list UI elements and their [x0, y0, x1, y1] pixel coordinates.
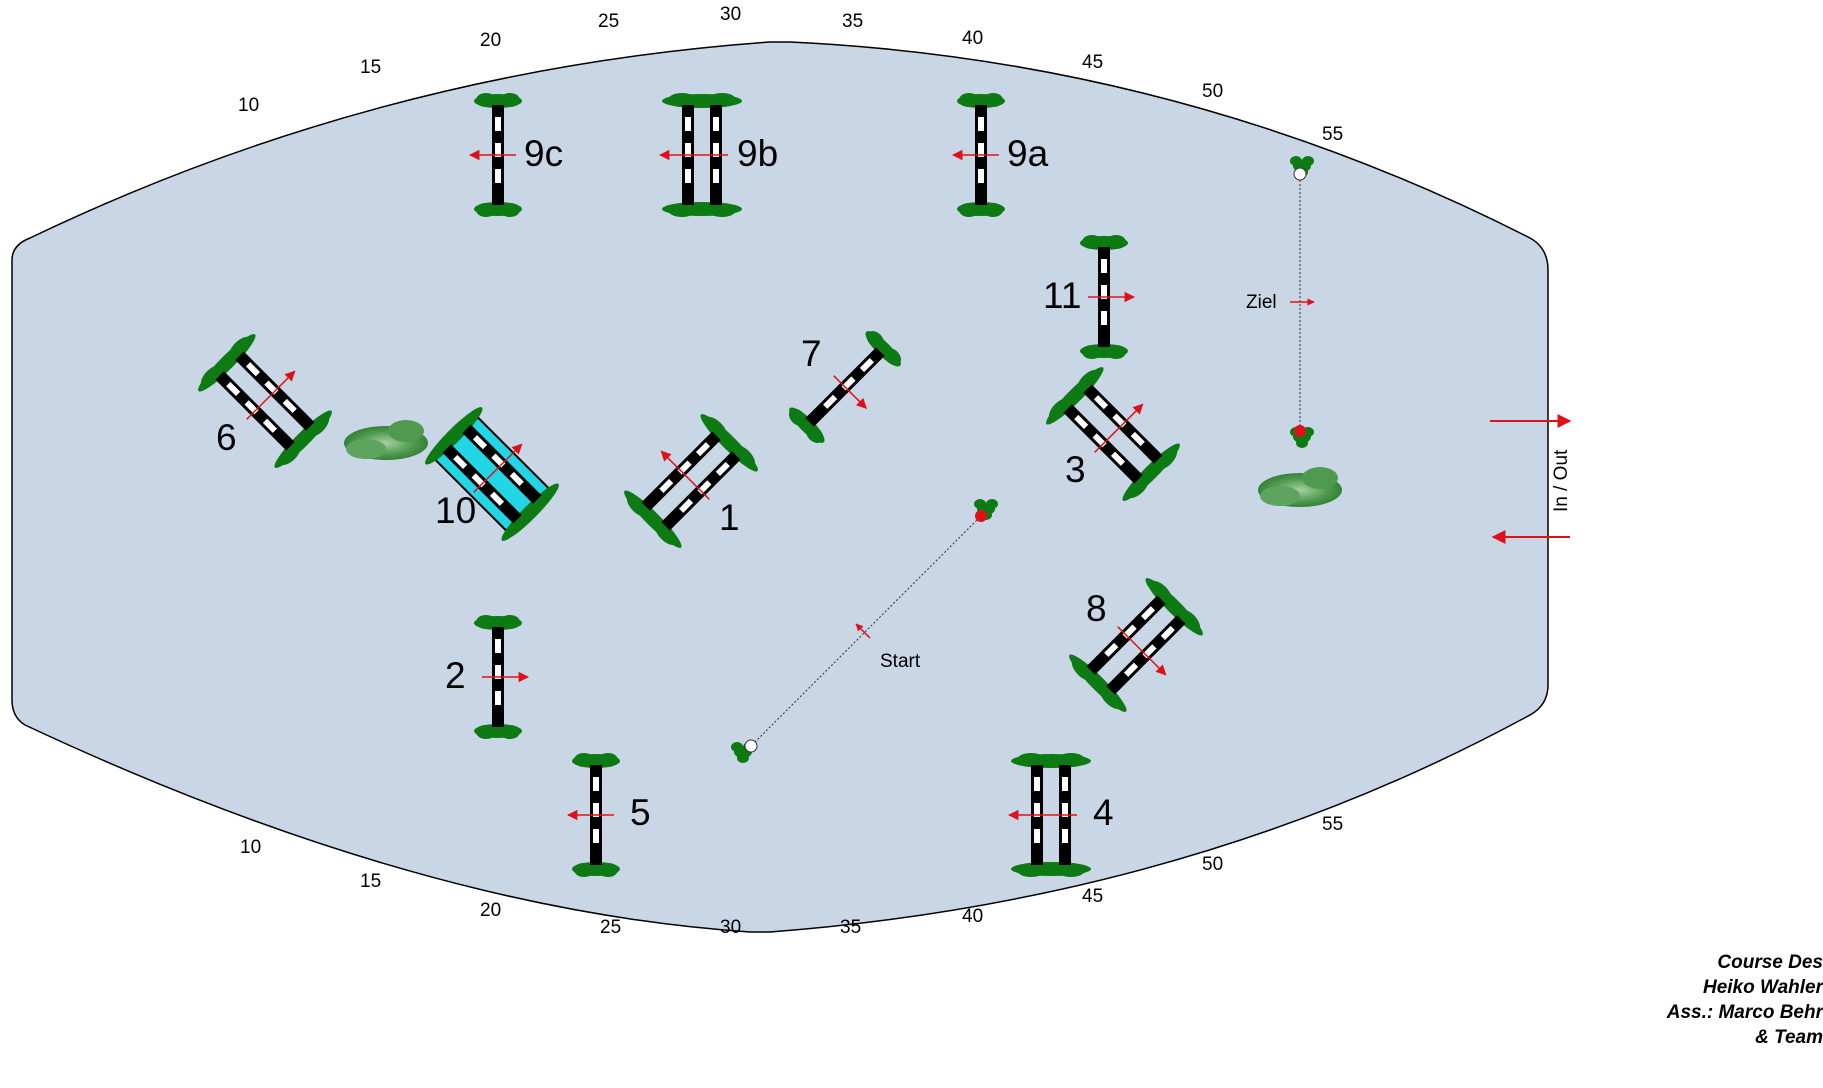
bush-decoration-left: [344, 420, 428, 460]
fence-label-1: 1: [719, 497, 740, 538]
credit-line: Course Des: [1717, 952, 1823, 973]
scale-mark: 45: [1082, 886, 1103, 907]
fence-label-11: 11: [1043, 275, 1081, 316]
fence-label-2: 2: [445, 655, 466, 696]
scale-mark: 35: [842, 11, 863, 32]
fence-label-7: 7: [801, 333, 822, 374]
finish-line: Ziel: [1246, 156, 1315, 448]
bottom-scale: 10 15 20 25 30 35 40 45 50 55: [240, 814, 1343, 938]
scale-mark: 25: [598, 11, 619, 32]
fence-3: [1040, 361, 1186, 507]
fence-label-9c: 9c: [524, 133, 563, 174]
scale-mark: 50: [1202, 854, 1223, 875]
fence-9b: [658, 93, 742, 217]
scale-mark: 15: [360, 871, 381, 892]
fence-label-5: 5: [630, 792, 651, 833]
fence-10: [419, 401, 565, 547]
scale-mark: 45: [1082, 52, 1103, 73]
fence-5: [566, 753, 620, 877]
scale-mark: 40: [962, 906, 983, 927]
fence-2: [474, 615, 530, 739]
finish-label: Ziel: [1246, 292, 1277, 313]
scale-mark: 20: [480, 900, 501, 921]
fence-1: [618, 408, 764, 554]
fence-8: [1063, 572, 1209, 718]
fence-4: [1007, 753, 1091, 877]
credit-line: & Team: [1755, 1027, 1823, 1048]
fence-label-10: 10: [435, 490, 476, 531]
scale-mark: 15: [360, 57, 381, 78]
fence-label-9a: 9a: [1007, 133, 1049, 174]
fence-7: [784, 326, 906, 448]
scale-mark: 25: [600, 917, 621, 938]
bush-decoration-right: [1258, 467, 1342, 507]
fence-6: [192, 328, 338, 474]
scale-mark: 30: [720, 917, 741, 938]
scale-mark: 30: [720, 4, 741, 25]
fence-label-9b: 9b: [737, 133, 778, 174]
scale-mark: 55: [1322, 814, 1343, 835]
scale-mark: 10: [238, 95, 259, 116]
scale-mark: 40: [962, 28, 983, 49]
fence-label-4: 4: [1093, 792, 1114, 833]
start-label: Start: [880, 651, 921, 672]
fence-label-3: 3: [1065, 449, 1086, 490]
gate-label: In / Out: [1551, 449, 1572, 512]
course-credits: Course Des Heiko Wahler Ass.: Marco Behr…: [1563, 950, 1823, 1050]
scale-mark: 20: [480, 30, 501, 51]
scale-mark: 55: [1322, 124, 1343, 145]
gate: In / Out: [1490, 414, 1572, 544]
arena: [11, 41, 1549, 933]
scale-mark: 10: [240, 837, 261, 858]
fence-label-8: 8: [1086, 588, 1107, 629]
credit-line: Heiko Wahler: [1702, 977, 1823, 998]
start-line: Start: [731, 499, 998, 763]
fence-label-6: 6: [216, 417, 237, 458]
top-scale: 10 15 20 25 30 35 40 45 50 55: [238, 4, 1343, 145]
fence-9a: [951, 93, 1005, 217]
credit-line: Ass.: Marco Behr: [1666, 1002, 1823, 1023]
scale-mark: 50: [1202, 81, 1223, 102]
fence-11: [1080, 235, 1136, 359]
fence-9c: [468, 93, 522, 217]
scale-mark: 35: [840, 917, 861, 938]
